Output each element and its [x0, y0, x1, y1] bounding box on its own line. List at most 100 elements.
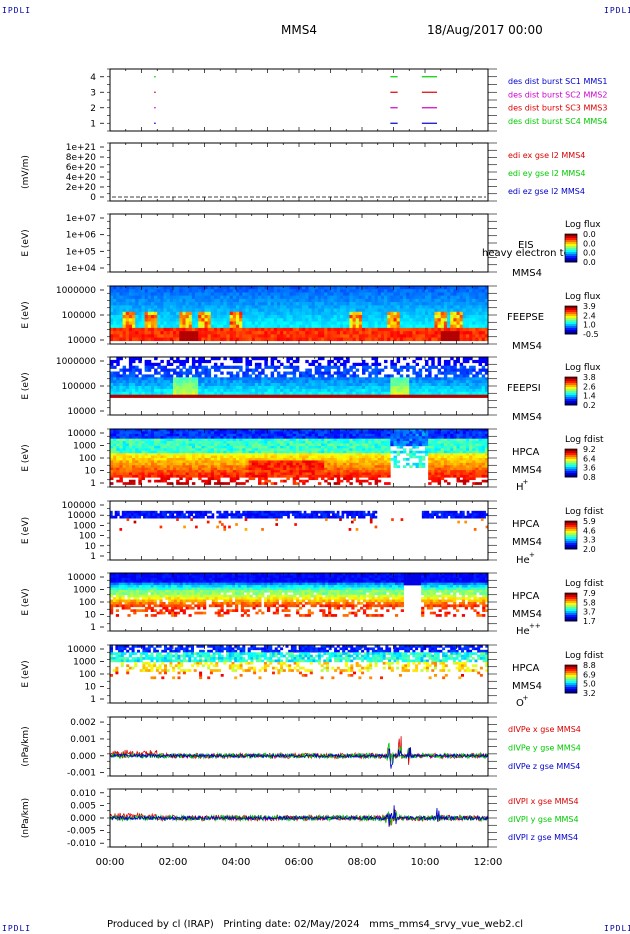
spectrogram-cell [481, 388, 486, 393]
spectrogram-cell [173, 467, 177, 471]
spectrogram-cell [138, 467, 142, 471]
spectrogram-cell [254, 327, 259, 332]
spectrogram-cell [198, 315, 202, 319]
spectrogram-cell [125, 455, 130, 459]
spectrogram-cell [317, 337, 322, 342]
spectrogram-cell [254, 460, 259, 464]
spectrogram-cell [393, 318, 397, 322]
legend-entry: edi ex gse l2 MMS4 [508, 151, 585, 160]
spectrogram-cell [147, 337, 152, 342]
spectrogram-cell [261, 357, 265, 361]
spectrogram-cell [198, 374, 202, 378]
spectrogram-cell [179, 295, 183, 300]
spectrogram-cell [125, 445, 130, 449]
spectrogram-cell [264, 455, 268, 459]
spectrogram-cell [276, 448, 281, 452]
spectrogram-cell [125, 315, 130, 319]
spectrogram-cell [478, 388, 482, 393]
spectrogram-cell [362, 377, 366, 381]
spectrogram-cell [286, 321, 290, 325]
colorbar-swatch [565, 318, 577, 321]
spectrogram-cell [239, 286, 243, 290]
spectrogram-cell [393, 362, 397, 366]
spectrogram-cell [248, 362, 253, 366]
spectrogram-cell [270, 388, 275, 393]
spectrogram-cell [317, 380, 322, 384]
spectrogram-cell [154, 391, 158, 395]
spectrogram-cell [191, 337, 196, 342]
spectrogram-cell [147, 308, 152, 313]
spectrogram-cell [232, 374, 237, 378]
spectrogram-cell [409, 302, 413, 306]
spectrogram-cell [267, 438, 271, 442]
spectrogram-cell [210, 311, 215, 316]
spectrogram-cell [447, 305, 451, 309]
spectrogram-cell [472, 359, 476, 364]
spectrogram-cell [122, 433, 127, 437]
spectrogram-cell [147, 472, 152, 476]
spectrogram-cell [289, 308, 293, 313]
spectrogram-cell [478, 321, 482, 325]
spectrogram-cell [387, 388, 391, 393]
spectrogram-cell [163, 470, 167, 473]
spectrogram-cell [248, 465, 253, 468]
spectrogram-cell [469, 368, 473, 372]
spectrogram-cell [179, 443, 183, 447]
spectrogram-cell [258, 308, 262, 313]
spectrogram-cell [220, 380, 224, 384]
colorbar-swatch [565, 250, 577, 253]
spectrogram-cell [437, 331, 442, 335]
spectrogram-cell [254, 465, 259, 468]
spectrogram-cell [195, 445, 199, 449]
spectrogram-cell [182, 465, 186, 468]
spectrogram-cell [173, 318, 177, 322]
spectrogram-cell [273, 438, 278, 442]
spectrogram-cell [217, 331, 221, 335]
spectrogram-cell [270, 374, 275, 378]
spectrogram-cell [220, 371, 224, 375]
spectrogram-cell [210, 305, 215, 309]
corner-label-top-left: IPDLI [2, 6, 32, 15]
spectrogram-cell [169, 295, 174, 300]
spectrogram-cell [273, 482, 278, 485]
spectrogram-cell [387, 394, 391, 398]
spectrogram-cell [324, 368, 328, 372]
spectrogram-cell [270, 365, 275, 369]
spectrogram-cell [327, 386, 331, 390]
spectrogram-cell [188, 465, 193, 468]
spectrogram-cell [245, 465, 249, 468]
spectrogram-cell [377, 327, 382, 332]
spectrogram-cell [113, 467, 117, 471]
spectrogram-cell [258, 295, 262, 300]
spectrogram-cell [390, 391, 394, 395]
spectrogram-cell [478, 292, 482, 296]
spectrogram-cell [258, 467, 262, 471]
spectrogram-cell [365, 380, 369, 384]
spectrogram-cell [198, 289, 202, 293]
spectrogram-cell [261, 324, 265, 329]
spectrogram-cell [160, 438, 164, 442]
spectrogram-cell [119, 465, 123, 468]
spectrogram-cell [204, 365, 208, 369]
spectrogram-cell [431, 321, 435, 325]
spectrogram-cell [179, 431, 183, 435]
spectrogram-cell [358, 292, 363, 296]
spectrogram-cell [217, 327, 221, 332]
spectrogram-cell [185, 391, 190, 395]
spectrogram-cell [362, 295, 366, 300]
spectrogram-cell [185, 368, 190, 372]
spectrogram-cell [210, 433, 215, 437]
spectrogram-cell [428, 337, 432, 342]
spectrogram-cell [273, 441, 278, 444]
spectrogram-cell [396, 311, 401, 316]
spectrogram-cell [418, 311, 423, 316]
spectrogram-cell [226, 292, 230, 296]
spectrogram-cell [352, 394, 356, 398]
spectrogram-cell [229, 470, 234, 473]
spectrogram-cell [176, 315, 180, 319]
spectrogram-cell [273, 357, 278, 361]
spectrogram-cell [311, 327, 316, 332]
spectrogram-cell [450, 388, 454, 393]
spectrogram-cell [261, 431, 265, 435]
spectrogram-cell [311, 394, 316, 398]
